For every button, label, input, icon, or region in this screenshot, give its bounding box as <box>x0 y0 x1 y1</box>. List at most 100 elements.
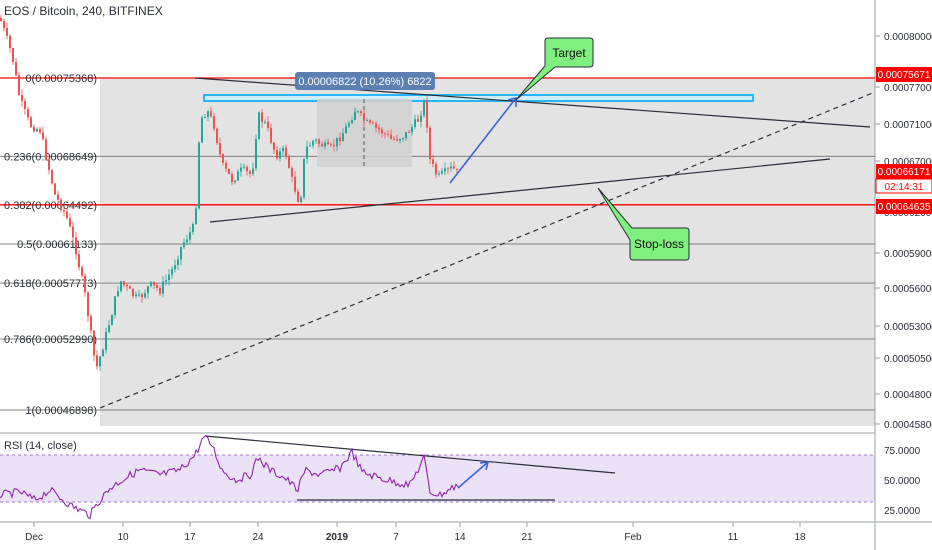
candle-body <box>219 142 221 155</box>
candle-body <box>417 119 419 122</box>
candle-body <box>261 112 263 123</box>
time-tick-label: 21 <box>521 532 533 543</box>
candle-body <box>402 138 404 140</box>
candle-body <box>102 349 104 357</box>
rsi-axis[interactable]: 75.0000 50.0000 25.0000 <box>884 446 921 517</box>
candle-body <box>156 285 158 288</box>
fib-label: 0.618(0.00057773) <box>4 278 97 290</box>
candle-body <box>315 139 317 141</box>
candles-series[interactable] <box>0 14 458 372</box>
price-tick-label: 0.00045800 <box>884 420 932 431</box>
candle-body <box>201 117 203 143</box>
candle-body <box>150 281 152 287</box>
candle-body <box>222 154 224 163</box>
long-dashed-trendline[interactable] <box>99 91 876 409</box>
candle-body <box>90 316 92 331</box>
candle-body <box>54 183 56 195</box>
candle-body <box>243 166 245 168</box>
time-tick-label: 14 <box>454 532 466 543</box>
time-tick-label: Dec <box>25 532 43 543</box>
rsi-line <box>0 434 459 520</box>
fib-retracement[interactable]: 0(0.00075368) 0.236(0.00068649) 0.382(0.00… <box>0 73 875 417</box>
candle-body <box>303 158 305 198</box>
candle-body <box>168 274 170 280</box>
price-tick-label: 0.00056000 <box>884 284 932 295</box>
candle-body <box>135 294 137 297</box>
candle-body <box>360 111 362 113</box>
support-trendline[interactable] <box>209 158 831 223</box>
candle-body <box>66 211 68 219</box>
candle-body <box>414 119 416 127</box>
candle-body <box>81 267 83 276</box>
rsi-tick-label: 25.0000 <box>884 506 921 517</box>
candle-body <box>39 128 41 133</box>
rsi-resistance-line[interactable] <box>204 435 616 474</box>
price-axis[interactable]: 0.00080000 0.00077000 0.00071000 0.00067000… <box>875 32 932 431</box>
chart-title: EOS / Bitcoin, 240, BITFINEX <box>4 4 163 18</box>
candle-body <box>387 133 389 135</box>
candle-body <box>345 126 347 134</box>
target-arrow[interactable] <box>449 97 517 184</box>
candle-body <box>276 149 278 159</box>
target-callout[interactable]: Target <box>515 37 594 101</box>
candle-body <box>126 284 128 287</box>
time-tick-label: Feb <box>624 532 642 543</box>
candle-body <box>186 239 188 243</box>
candle-body <box>438 173 440 175</box>
candle-body <box>216 128 218 143</box>
candle-body <box>114 296 116 315</box>
fib-label: 1(0.00046898) <box>25 405 97 417</box>
rsi-band-fill <box>0 455 875 502</box>
time-axis[interactable]: Dec 10 17 24 2019 7 14 21 Feb 11 18 <box>25 522 806 543</box>
fib-label: 0.382(0.00064492) <box>4 200 97 212</box>
time-tick-label: 11 <box>728 532 739 543</box>
candle-body <box>297 191 299 203</box>
candle-body <box>258 112 260 140</box>
candle-body <box>195 208 197 225</box>
rsi-arrow-head <box>479 461 490 471</box>
candle-body <box>273 142 275 150</box>
candle-body <box>435 163 437 175</box>
candle-body <box>141 294 143 298</box>
candle-body <box>96 355 98 367</box>
candle-body <box>456 168 458 170</box>
candle-body <box>351 120 353 124</box>
rsi-arrow[interactable] <box>457 461 489 489</box>
price-tick-label: 0.00050500 <box>884 354 932 365</box>
candle-body <box>42 132 44 140</box>
candle-body <box>264 121 266 123</box>
candle-body <box>30 117 32 128</box>
candle-body <box>381 129 383 134</box>
current-price-bg <box>876 164 932 179</box>
candle-body <box>177 259 179 266</box>
candle-body <box>333 144 335 147</box>
candle-body <box>171 269 173 275</box>
candle-body <box>12 48 14 63</box>
candle-body <box>309 145 311 147</box>
candle-body <box>87 292 89 317</box>
candle-body <box>165 279 167 282</box>
candle-body <box>408 131 410 133</box>
measure-tag: 0.00006822 (10.26%) 6822 <box>298 76 431 88</box>
time-tick-label: 18 <box>794 532 806 543</box>
candle-body <box>99 356 101 367</box>
target-label: Target <box>552 46 586 60</box>
candle-body <box>318 139 320 144</box>
candle-body <box>399 138 401 141</box>
candle-body <box>372 122 374 124</box>
candle-body <box>48 159 50 170</box>
candle-body <box>420 115 422 122</box>
candle-body <box>390 134 392 139</box>
candle-body <box>105 331 107 350</box>
candle-body <box>129 286 131 289</box>
candle-body <box>36 128 38 132</box>
candle-body <box>327 142 329 145</box>
candle-body <box>423 100 425 116</box>
candle-body <box>375 123 377 128</box>
stop-loss-callout[interactable]: Stop-loss <box>597 187 690 261</box>
candle-body <box>444 168 446 172</box>
candle-body <box>267 121 269 128</box>
fib-label: 0.786(0.00052990) <box>4 334 97 346</box>
time-tick-label: 17 <box>184 532 196 543</box>
